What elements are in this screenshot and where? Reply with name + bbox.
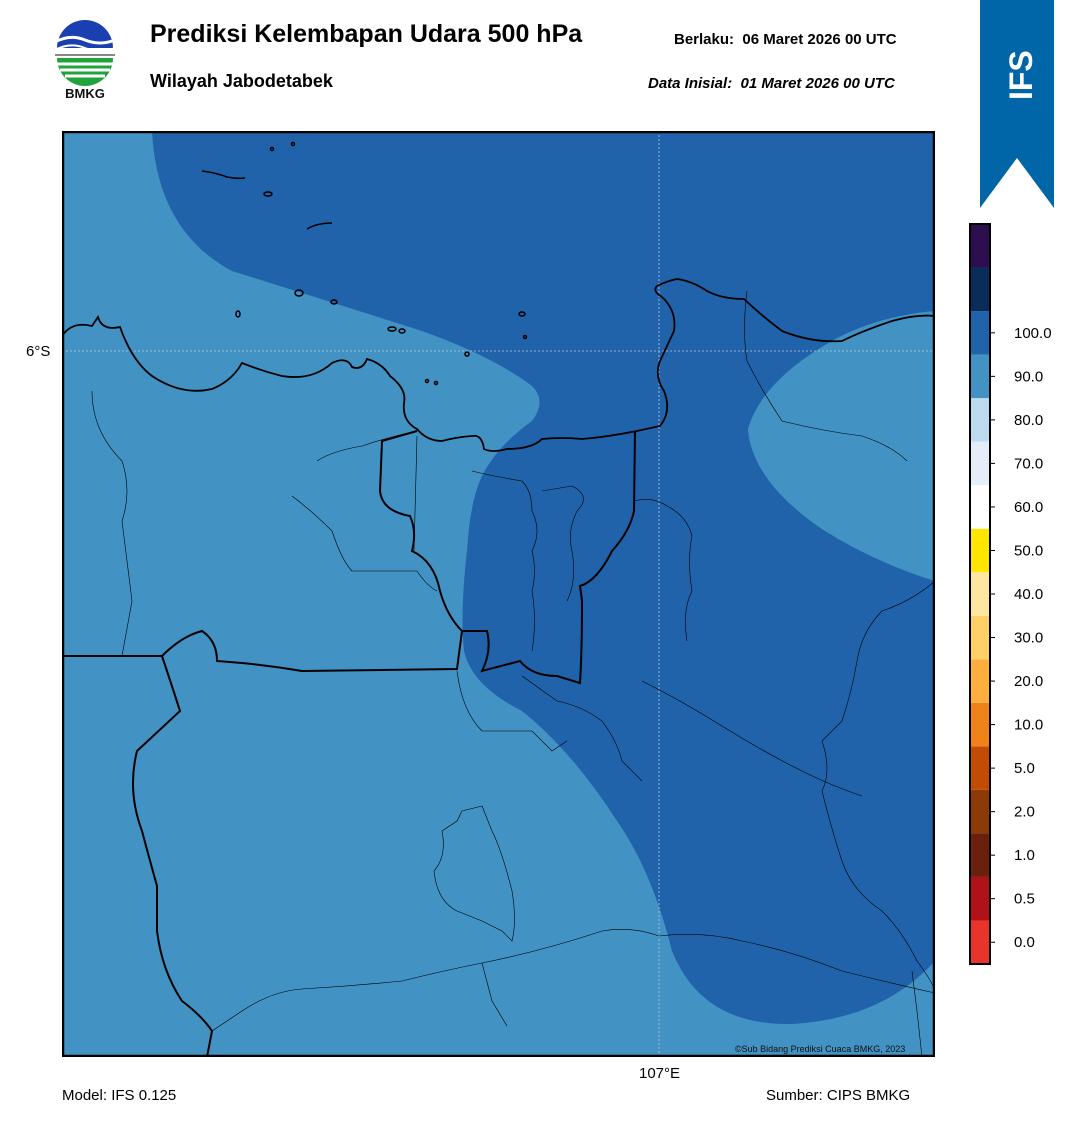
colorbar-tick-label: 60.0 [1014, 499, 1043, 516]
colorbar-tick-label: 2.0 [1014, 804, 1035, 821]
province-boundary-south [62, 629, 463, 673]
initial-time: Data Inisial: 01 Maret 2026 00 UTC [648, 75, 895, 92]
humidity-map [61, 130, 936, 1058]
colorbar-tick-label: 10.0 [1014, 717, 1043, 734]
ribbon-text: IFS [1003, 50, 1039, 100]
logo-text: BMKG [65, 86, 105, 101]
map-frame [61, 130, 936, 1058]
colorbar-bin [970, 354, 990, 399]
colorbar-tick-label: 40.0 [1014, 586, 1043, 603]
bmkg-logo-icon: BMKG [54, 20, 116, 101]
longitude-tick-label: 107°E [639, 1065, 681, 1082]
valid-value: 06 Maret 2026 00 UTC [742, 31, 897, 48]
colorbar-bin [970, 311, 990, 355]
colorbar-bin [970, 528, 990, 573]
humidity-zone-east-70-80 [748, 311, 935, 581]
colorbar-tick-label: 20.0 [1014, 673, 1043, 690]
colorbar-bin [970, 702, 990, 747]
colorbar-bin [970, 789, 990, 834]
humidity-zone-80-90 [152, 131, 935, 1025]
map-title: Prediksi Kelembapan Udara 500 hPa [150, 20, 583, 48]
colorbar-tick-label: 50.0 [1014, 542, 1043, 559]
colorbar-tick-label: 1.0 [1014, 847, 1035, 864]
coastline [61, 278, 936, 452]
colorbar-bin [970, 920, 990, 964]
initial-label: Data Inisial: [648, 75, 733, 92]
humidity-colorbar: 0.0 0.5 1.0 2.0 5.0 10.0 20.0 30.0 40.0 50.0 60.0 7… [965, 220, 1075, 970]
colorbar-bin [970, 746, 990, 790]
colorbar-bin [970, 267, 990, 312]
colorbar-bin [970, 398, 990, 442]
bmkg-logo: BMKG [52, 20, 118, 102]
colorbar-tick-label: 100.0 [1014, 325, 1052, 342]
colorbar-bin [970, 876, 990, 921]
source-info: Sumber: CIPS BMKG [766, 1087, 911, 1104]
colorbar-tick-label: 80.0 [1014, 412, 1043, 429]
valid-label: Berlaku: [674, 31, 735, 48]
colorbar-bin [970, 224, 990, 268]
map-subtitle: Wilayah Jabodetabek [150, 71, 333, 91]
colorbar-bin [970, 659, 990, 703]
initial-value: 01 Maret 2026 00 UTC [740, 75, 895, 92]
colorbar-tick-label: 0.0 [1014, 934, 1035, 951]
colorbar-tick-label: 30.0 [1014, 630, 1043, 647]
colorbar-frame [969, 223, 991, 965]
colorbar-tick-label: 70.0 [1014, 455, 1043, 472]
colorbar-bin [970, 572, 990, 616]
colorbar-bin [970, 441, 990, 486]
province-boundary [378, 430, 636, 685]
thousand-islands [201, 141, 528, 386]
colorbar-tick-label: 5.0 [1014, 760, 1035, 777]
model-ribbon: IFS [980, 0, 1054, 210]
regency-boundaries [91, 290, 936, 1058]
colorbar-bin [970, 485, 990, 529]
copyright-text: ©Sub Bidang Prediksi Cuaca BMKG, 2023 [735, 1044, 906, 1054]
colorbar-tick-label: 0.5 [1014, 891, 1035, 908]
model-info: Model: IFS 0.125 [62, 1087, 177, 1104]
valid-time: Berlaku: 06 Maret 2026 00 UTC [674, 31, 897, 48]
colorbar-tick-label: 90.0 [1014, 368, 1043, 385]
province-boundary-west [132, 655, 214, 1058]
colorbar-bin [970, 615, 990, 660]
colorbar-bin [970, 833, 990, 877]
latitude-tick-label: 6°S [26, 343, 51, 360]
